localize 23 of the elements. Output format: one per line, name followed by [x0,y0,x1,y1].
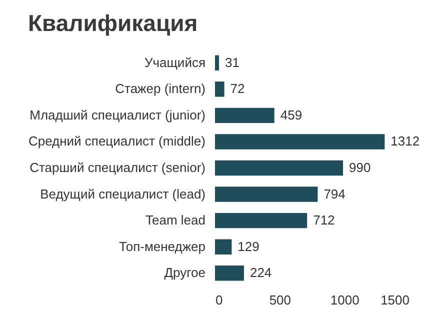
data-label: 224 [250,265,272,280]
data-label: 1312 [390,134,420,149]
data-label: 712 [313,212,335,228]
x-tick-label: 1000 [330,292,360,308]
chart-title: Квалификация [28,10,198,36]
y-tick-label: Младший специалист (junior) [30,107,206,122]
data-label: 31 [225,54,240,70]
y-tick-label: Старший специалист (senior) [30,160,206,175]
data-label: 794 [324,186,346,202]
x-tick-label: 1500 [380,292,410,308]
data-label: 459 [280,107,302,122]
data-label: 990 [349,160,371,175]
y-tick-label: Другое [164,265,206,280]
data-label: 129 [238,238,260,254]
y-tick-label: Ведущий специалист (lead) [40,186,206,202]
y-tick-label: Учащийся [144,54,206,70]
y-tick-label: Team lead [146,212,206,228]
x-tick-label: 500 [269,292,292,308]
y-tick-label: Топ-менеджер [118,238,206,254]
data-label: 72 [230,81,245,96]
y-tick-label: Средний специалист (middle) [28,134,206,149]
x-tick-label: 0 [216,292,223,308]
y-tick-label: Стажер (intern) [115,81,206,96]
